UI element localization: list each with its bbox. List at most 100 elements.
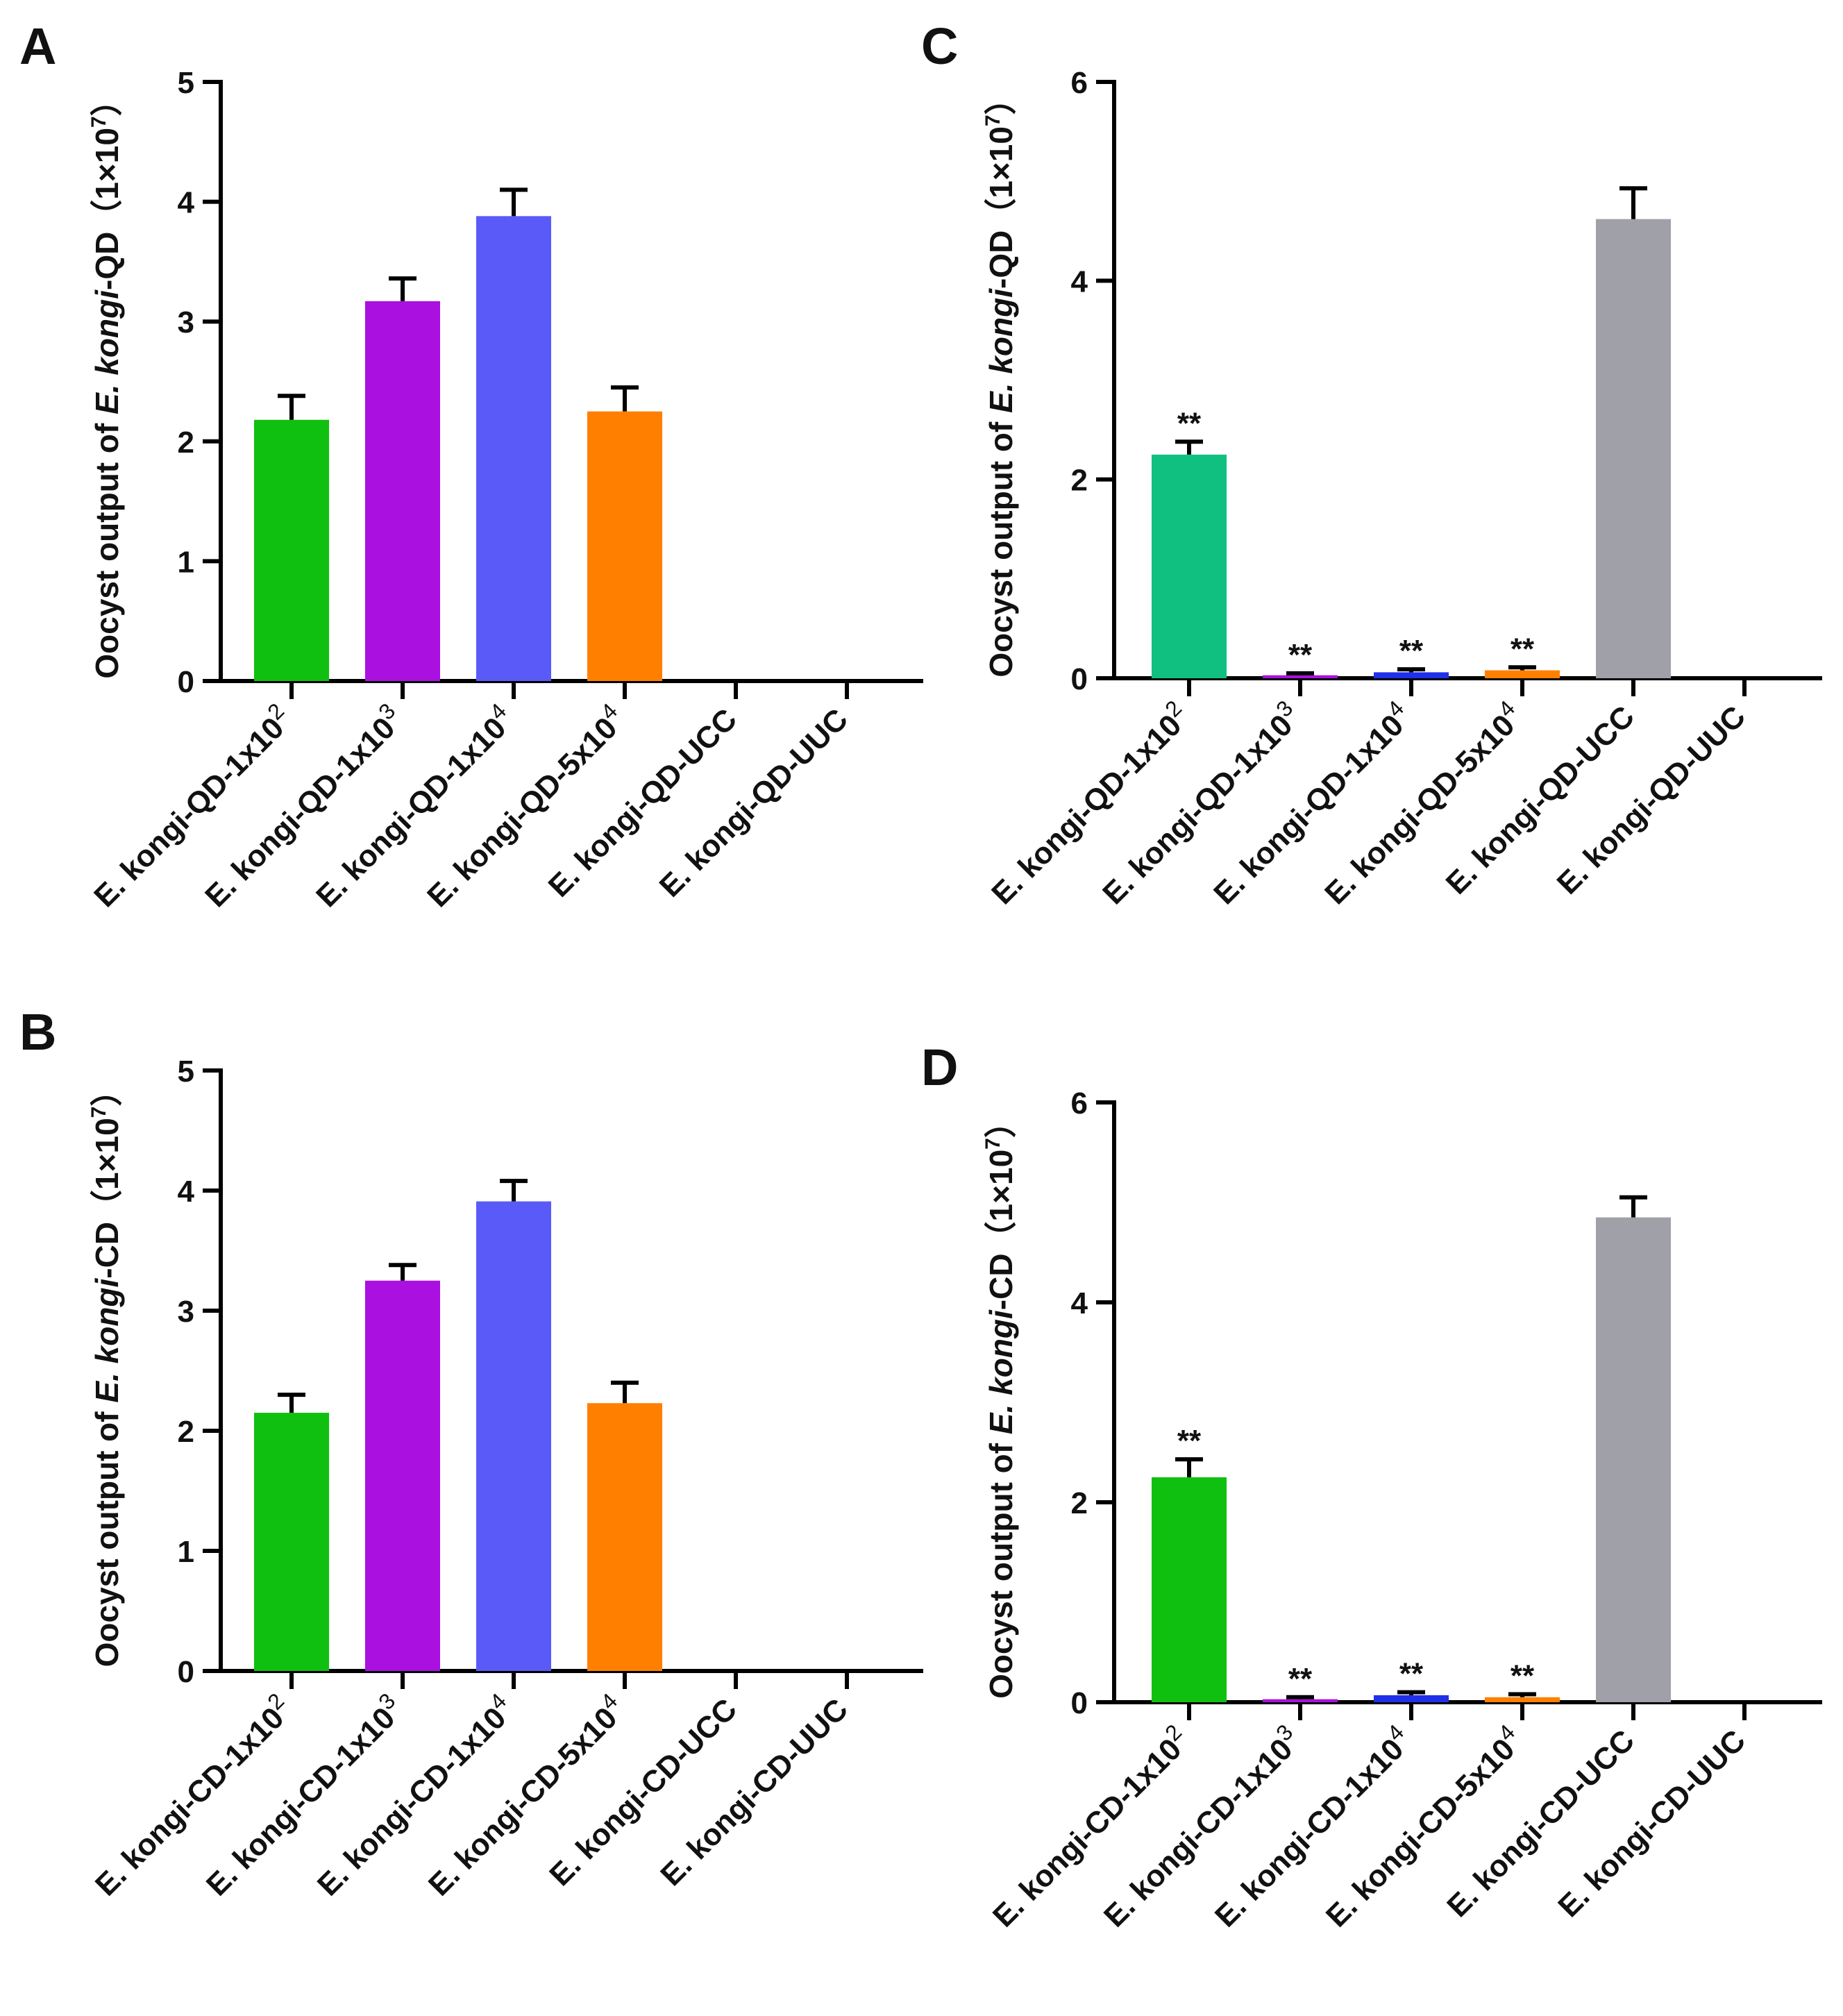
y-tick-label: 2 [178, 1415, 194, 1449]
bar [1596, 219, 1671, 678]
x-category-label-base: E. kongi-CD-1x10 [200, 1701, 402, 1903]
significance-mark: ** [1288, 638, 1313, 672]
chart-panel-c: C Oocyst output of E. kongi-QD（1×107） 0 2 4 6… [921, 17, 1822, 911]
x-category-label-base: E. kongi-QD-1x10 [310, 711, 512, 914]
bar [1263, 1699, 1338, 1702]
x-category-label-base: E. kongi-QD-1x10 [87, 711, 290, 914]
y-axis-title-suffix: -CD（1×10 [89, 1118, 125, 1278]
bar [365, 301, 440, 681]
y-axis-title-species: E. kongi [983, 288, 1019, 413]
y-tick-label: 5 [178, 66, 194, 100]
y-axis-title-close: ） [89, 84, 125, 116]
x-category-label-base: E. kongi-CD-UCC [1440, 1723, 1641, 1924]
y-axis-title-exponent: 7 [982, 115, 1004, 126]
y-tick-label: 1 [178, 1535, 194, 1569]
significance-mark: ** [1510, 632, 1535, 666]
x-category-label-base: E. kongi-CD-UUC [1551, 1723, 1752, 1924]
x-category-label-base: E. kongi-CD-UCC [543, 1692, 743, 1892]
chart-panel-d: D Oocyst output of E. kongi-CD（1×107） 0 2 4 6… [921, 1039, 1822, 1934]
x-category-label: E. kongi-CD-1x102 [982, 1720, 1197, 1934]
y-tick-label: 0 [178, 1655, 194, 1689]
y-axis-title-prefix: Oocyst output of [983, 1434, 1019, 1699]
x-category-label-base: E. kongi-CD-1x10 [1097, 1732, 1299, 1934]
chart-panel-b: B Oocyst output of E. kongi-CD（1×107） 0 1 2 3… [19, 1003, 923, 1903]
y-tick-label: 6 [1071, 66, 1088, 100]
x-category-label: E. kongi-QD-UCC [542, 702, 743, 903]
x-category-label: E. kongi-CD-UCC [543, 1692, 743, 1892]
x-category-label-base: E. kongi-CD-1x10 [986, 1732, 1188, 1934]
x-category-label: E. kongi-QD-1x104 [1204, 696, 1419, 911]
y-tick-label: 4 [1071, 264, 1088, 299]
bar [1374, 1695, 1449, 1702]
x-category-label: E. kongi-CD-5x104 [418, 1688, 632, 1903]
x-category-label-base: E. kongi-QD-1x10 [985, 708, 1188, 911]
x-category-label: E. kongi-CD-5x104 [1315, 1720, 1530, 1934]
significance-mark: ** [1510, 1658, 1535, 1692]
y-axis-title-suffix: -CD（1×10 [983, 1150, 1019, 1310]
x-category-label: E. kongi-QD-1x103 [195, 698, 410, 914]
x-category-label: E. kongi-QD-UUC [1551, 699, 1752, 900]
y-axis-title-species: E. kongi [89, 289, 125, 414]
x-category-label-base: E. kongi-QD-5x10 [1318, 708, 1521, 911]
bar [476, 1201, 551, 1671]
bar [1485, 670, 1560, 678]
y-tick-label: 4 [178, 186, 195, 220]
y-tick-label: 0 [1071, 1686, 1088, 1720]
y-tick-label: 4 [178, 1175, 195, 1209]
y-axis-title-close: ） [983, 1106, 1019, 1138]
x-category-label: E. kongi-QD-1x103 [1093, 696, 1308, 911]
y-axis-title: Oocyst output of E. kongi-QD（1×107） [982, 83, 1019, 677]
significance-mark: ** [1288, 1662, 1313, 1696]
significance-mark: ** [1177, 406, 1202, 440]
significance-mark: ** [1399, 1657, 1424, 1691]
x-category-label-base: E. kongi-QD-UUC [1551, 699, 1752, 900]
panel-letter: B [19, 1003, 56, 1061]
panel-letter: C [921, 17, 958, 75]
bar [1152, 1477, 1227, 1702]
x-category-label: E. kongi-QD-1x102 [982, 696, 1197, 911]
x-category-label: E. kongi-QD-UCC [1440, 699, 1641, 900]
y-tick-label: 4 [1071, 1286, 1088, 1320]
x-category-label: E. kongi-CD-1x103 [196, 1688, 410, 1903]
y-tick-label: 1 [178, 545, 194, 579]
chart-panel-a: A Oocyst output of E. kongi-QD（1×107） 0 1 2 3… [19, 17, 923, 914]
y-axis-title-species: E. kongi [983, 1309, 1019, 1434]
y-axis-title-exponent: 7 [87, 116, 110, 128]
y-axis-title-exponent: 7 [87, 1107, 110, 1118]
bar [1374, 672, 1449, 678]
y-axis-title-species: E. kongi [89, 1277, 125, 1402]
y-axis-title-close: ） [89, 1075, 125, 1107]
panel-letter: D [921, 1039, 958, 1096]
x-category-label: E. kongi-CD-1x103 [1093, 1720, 1308, 1934]
bar [254, 419, 329, 681]
bar [476, 216, 551, 681]
bar [587, 1403, 662, 1671]
bar [587, 411, 662, 681]
x-category-label: E. kongi-CD-UCC [1440, 1723, 1641, 1924]
significance-mark: ** [1399, 634, 1424, 668]
x-category-label-base: E. kongi-CD-5x10 [422, 1701, 624, 1903]
x-category-label-base: E. kongi-CD-1x10 [89, 1701, 291, 1903]
y-tick-label: 2 [178, 426, 194, 460]
y-tick-label: 6 [1071, 1086, 1088, 1120]
x-category-label-base: E. kongi-QD-1x10 [199, 711, 401, 914]
y-axis-title: Oocyst output of E. kongi-QD（1×107） [87, 84, 125, 678]
x-category-label: E. kongi-CD-UUC [654, 1692, 855, 1892]
y-axis-title-prefix: Oocyst output of [89, 414, 125, 679]
x-category-label: E. kongi-QD-UUC [653, 702, 855, 903]
x-category-label: E. kongi-CD-UUC [1551, 1723, 1752, 1924]
x-category-label-base: E. kongi-QD-UUC [653, 702, 855, 903]
x-category-label: E. kongi-QD-1x104 [306, 698, 521, 914]
x-category-label-base: E. kongi-QD-UCC [1440, 699, 1641, 900]
y-tick-label: 0 [178, 665, 194, 699]
x-category-label-base: E. kongi-CD-1x10 [311, 1701, 513, 1903]
y-tick-label: 0 [1071, 662, 1088, 696]
y-tick-label: 5 [178, 1055, 194, 1089]
bar [1152, 454, 1227, 678]
y-tick-label: 2 [1071, 1486, 1088, 1520]
bar [254, 1413, 329, 1671]
y-axis-title-prefix: Oocyst output of [89, 1403, 125, 1668]
x-category-label-base: E. kongi-QD-1x10 [1096, 708, 1299, 911]
